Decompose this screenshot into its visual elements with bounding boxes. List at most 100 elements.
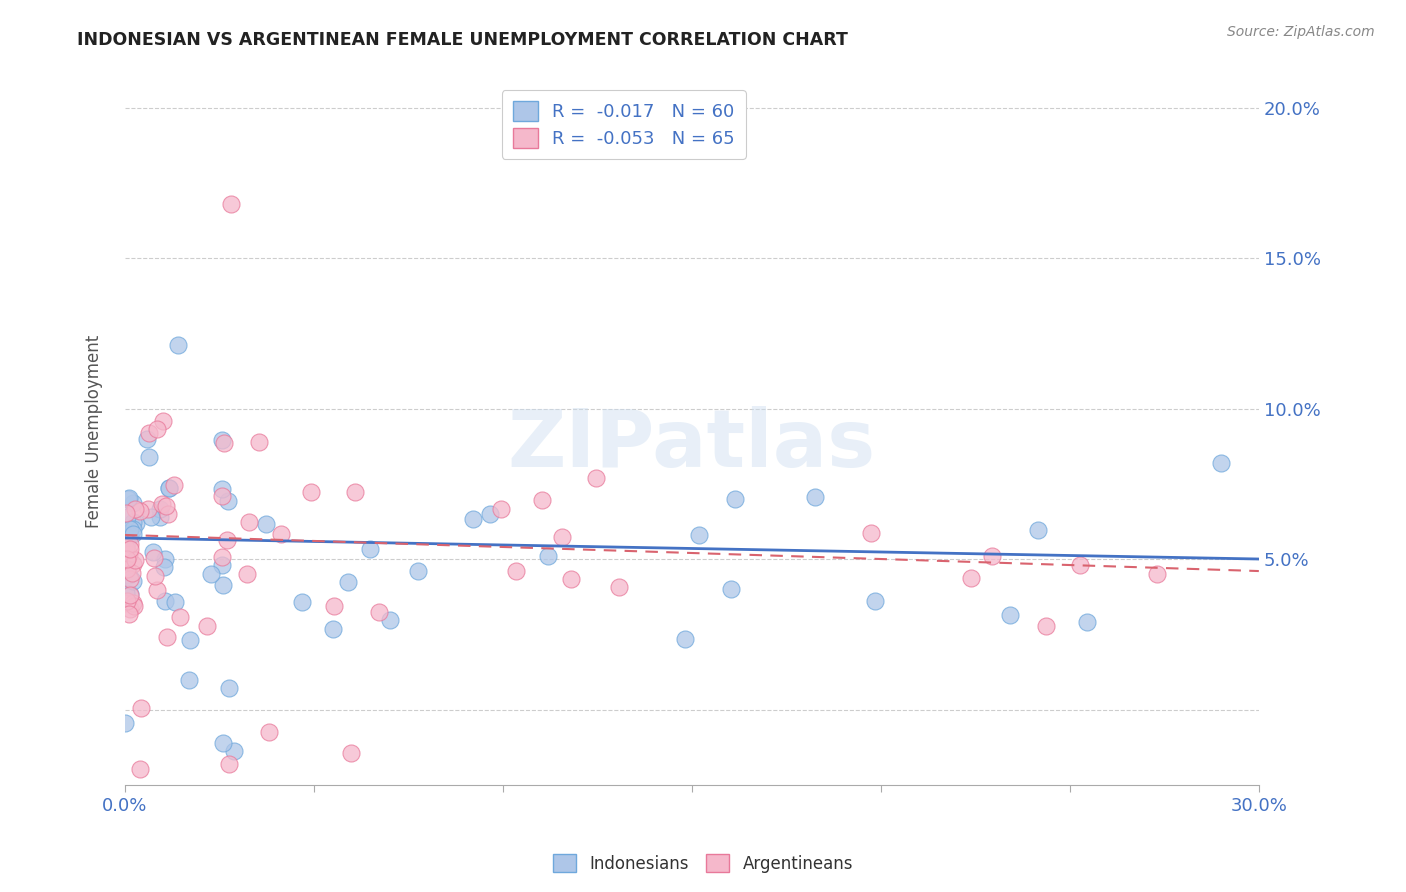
Point (299, 484, 322, 499)
Legend: R =  -0.017   N = 60, R =  -0.053   N = 65: R = -0.017 N = 60, R = -0.053 N = 65 (502, 90, 745, 159)
Point (1146, 567, 1168, 582)
Point (344, 485, 367, 500)
Point (114, 596, 136, 610)
Point (122, 574, 145, 588)
Point (200, 567, 222, 582)
Point (291, 595, 314, 609)
Point (720, 582, 742, 596)
Point (129, 762, 152, 776)
Point (673, 632, 696, 646)
Point (121, 557, 143, 571)
Point (118, 607, 141, 621)
Point (155, 499, 177, 513)
Point (122, 526, 145, 541)
Point (153, 560, 176, 574)
Point (169, 610, 191, 624)
Point (865, 594, 887, 608)
Point (479, 507, 502, 521)
Point (115, 551, 138, 566)
Point (254, 517, 277, 532)
Point (218, 756, 240, 771)
Point (120, 588, 142, 602)
Point (530, 493, 553, 508)
Point (163, 477, 186, 491)
Point (114, 541, 136, 555)
Point (1076, 615, 1098, 630)
Point (120, 541, 142, 556)
Point (122, 522, 145, 536)
Point (125, 516, 148, 530)
Point (211, 578, 233, 592)
Point (179, 633, 201, 648)
Point (138, 450, 160, 464)
Point (804, 490, 827, 504)
Point (1069, 558, 1091, 572)
Point (121, 496, 143, 510)
Point (560, 572, 582, 586)
Point (491, 502, 513, 516)
Point (146, 582, 169, 597)
Text: ZIPatlas: ZIPatlas (508, 406, 876, 484)
Point (259, 724, 281, 739)
Point (118, 528, 141, 542)
Point (142, 545, 165, 559)
Point (378, 613, 401, 627)
Point (211, 550, 233, 565)
Point (139, 510, 162, 524)
Point (124, 599, 146, 613)
Point (118, 547, 141, 561)
Point (211, 489, 233, 503)
Point (121, 566, 143, 581)
Legend: Indonesians, Argentineans: Indonesians, Argentineans (547, 847, 859, 880)
Point (359, 541, 381, 556)
Point (156, 630, 179, 644)
Point (115, 594, 138, 608)
Point (150, 497, 173, 511)
Point (149, 510, 172, 524)
Point (211, 558, 233, 573)
Point (177, 673, 200, 688)
Point (505, 564, 527, 578)
Point (120, 537, 142, 551)
Point (219, 197, 242, 211)
Point (215, 533, 238, 548)
Point (152, 414, 174, 428)
Point (156, 507, 179, 521)
Point (153, 594, 176, 608)
Point (723, 491, 745, 506)
Point (217, 493, 239, 508)
Point (121, 515, 143, 529)
Point (981, 549, 1004, 563)
Point (406, 564, 429, 578)
Point (117, 535, 139, 549)
Point (211, 433, 233, 447)
Point (117, 491, 139, 506)
Point (118, 572, 141, 586)
Point (550, 530, 572, 544)
Point (211, 482, 233, 496)
Point (149, 502, 172, 516)
Point (1028, 523, 1050, 537)
Point (688, 528, 710, 542)
Point (1209, 456, 1232, 470)
Point (120, 587, 142, 601)
Point (195, 619, 218, 633)
Y-axis label: Female Unemployment: Female Unemployment (86, 334, 103, 528)
Point (1000, 608, 1022, 623)
Point (124, 502, 146, 516)
Point (323, 599, 346, 614)
Point (585, 471, 607, 485)
Point (224, 744, 246, 758)
Point (124, 553, 146, 567)
Point (163, 595, 186, 609)
Point (166, 338, 188, 352)
Point (114, 585, 136, 599)
Point (145, 569, 167, 583)
Point (270, 527, 292, 541)
Point (212, 736, 235, 750)
Point (322, 622, 344, 636)
Point (236, 566, 259, 581)
Point (368, 606, 391, 620)
Point (157, 481, 180, 495)
Point (118, 522, 141, 536)
